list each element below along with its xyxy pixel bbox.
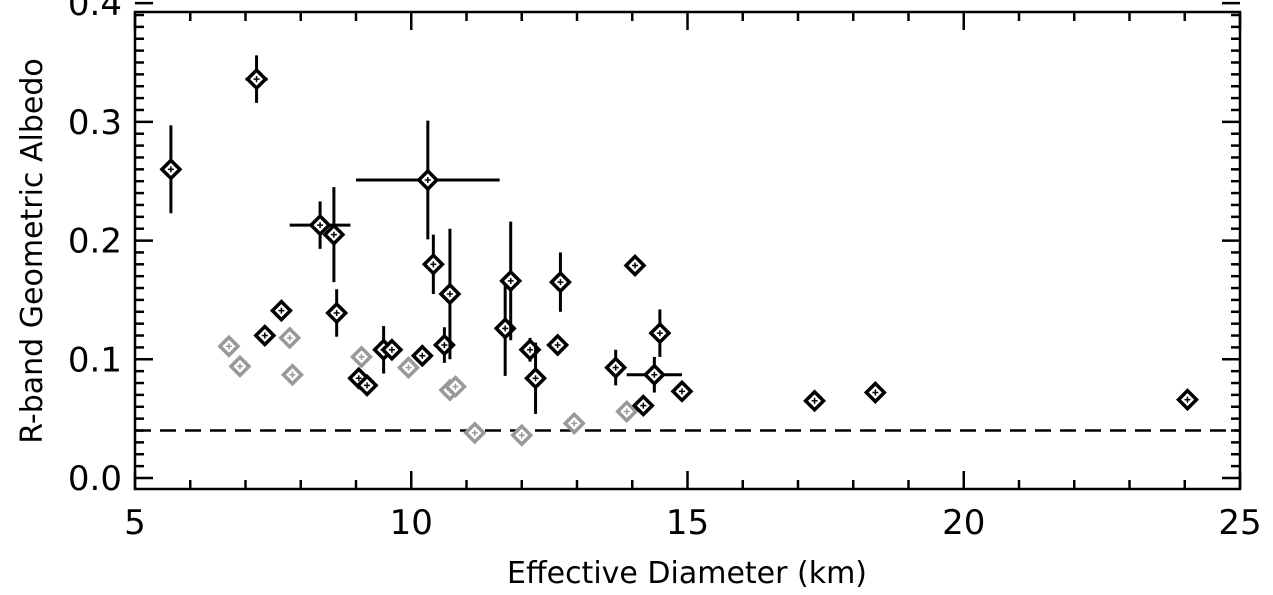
data-point	[648, 309, 672, 357]
data-point	[269, 299, 293, 323]
y-tick-label: 0.0	[68, 459, 122, 499]
x-axis: 5 10 15 20 25	[124, 12, 1262, 543]
y-tick-label: 0.2	[68, 222, 122, 262]
x-tick-label: 25	[1218, 503, 1261, 543]
data-point	[397, 356, 420, 380]
data-point	[615, 400, 639, 423]
data-point	[463, 421, 487, 445]
y-tick-label: 0.1	[68, 340, 122, 380]
data-point	[253, 324, 277, 348]
data-point	[380, 338, 404, 362]
x-axis-title: Effective Diameter (km)	[507, 556, 867, 591]
data-point	[322, 187, 346, 283]
data-point	[443, 375, 467, 399]
y-tick-label: 0.3	[68, 103, 122, 143]
data-point	[350, 345, 373, 369]
data-point	[499, 221, 523, 341]
data-point	[289, 201, 351, 249]
data-point	[562, 411, 586, 435]
data-point	[604, 349, 628, 386]
data-point	[325, 289, 349, 337]
data-point	[228, 354, 252, 378]
data-point	[631, 394, 655, 418]
data-points	[159, 55, 1199, 447]
plot-frame	[133, 10, 1242, 491]
x-tick-label: 5	[124, 503, 146, 543]
data-point	[524, 342, 548, 414]
data-point	[217, 334, 241, 358]
data-point	[803, 389, 827, 413]
data-point	[356, 120, 500, 240]
data-point	[548, 252, 572, 312]
data-point	[410, 344, 434, 368]
data-point	[280, 363, 304, 387]
data-point	[623, 254, 647, 277]
data-point	[546, 333, 570, 357]
data-point	[159, 125, 183, 214]
data-point	[670, 379, 694, 403]
y-tick-label: 0.4	[68, 0, 122, 24]
data-point	[863, 381, 887, 404]
data-point	[245, 55, 269, 103]
data-point	[1176, 388, 1199, 412]
data-point	[355, 373, 379, 397]
data-point	[510, 423, 534, 447]
x-tick-label: 10	[390, 503, 433, 543]
x-tick-label: 15	[666, 503, 709, 543]
data-point	[421, 234, 445, 294]
x-tick-label: 20	[942, 503, 985, 543]
data-point	[626, 356, 682, 393]
y-axis: 0.0 0.1 0.2 0.3 0.4	[68, 0, 1240, 499]
data-point	[438, 228, 462, 360]
y-axis-title: R-band Geometric Albedo	[15, 58, 50, 443]
data-point	[278, 326, 302, 350]
